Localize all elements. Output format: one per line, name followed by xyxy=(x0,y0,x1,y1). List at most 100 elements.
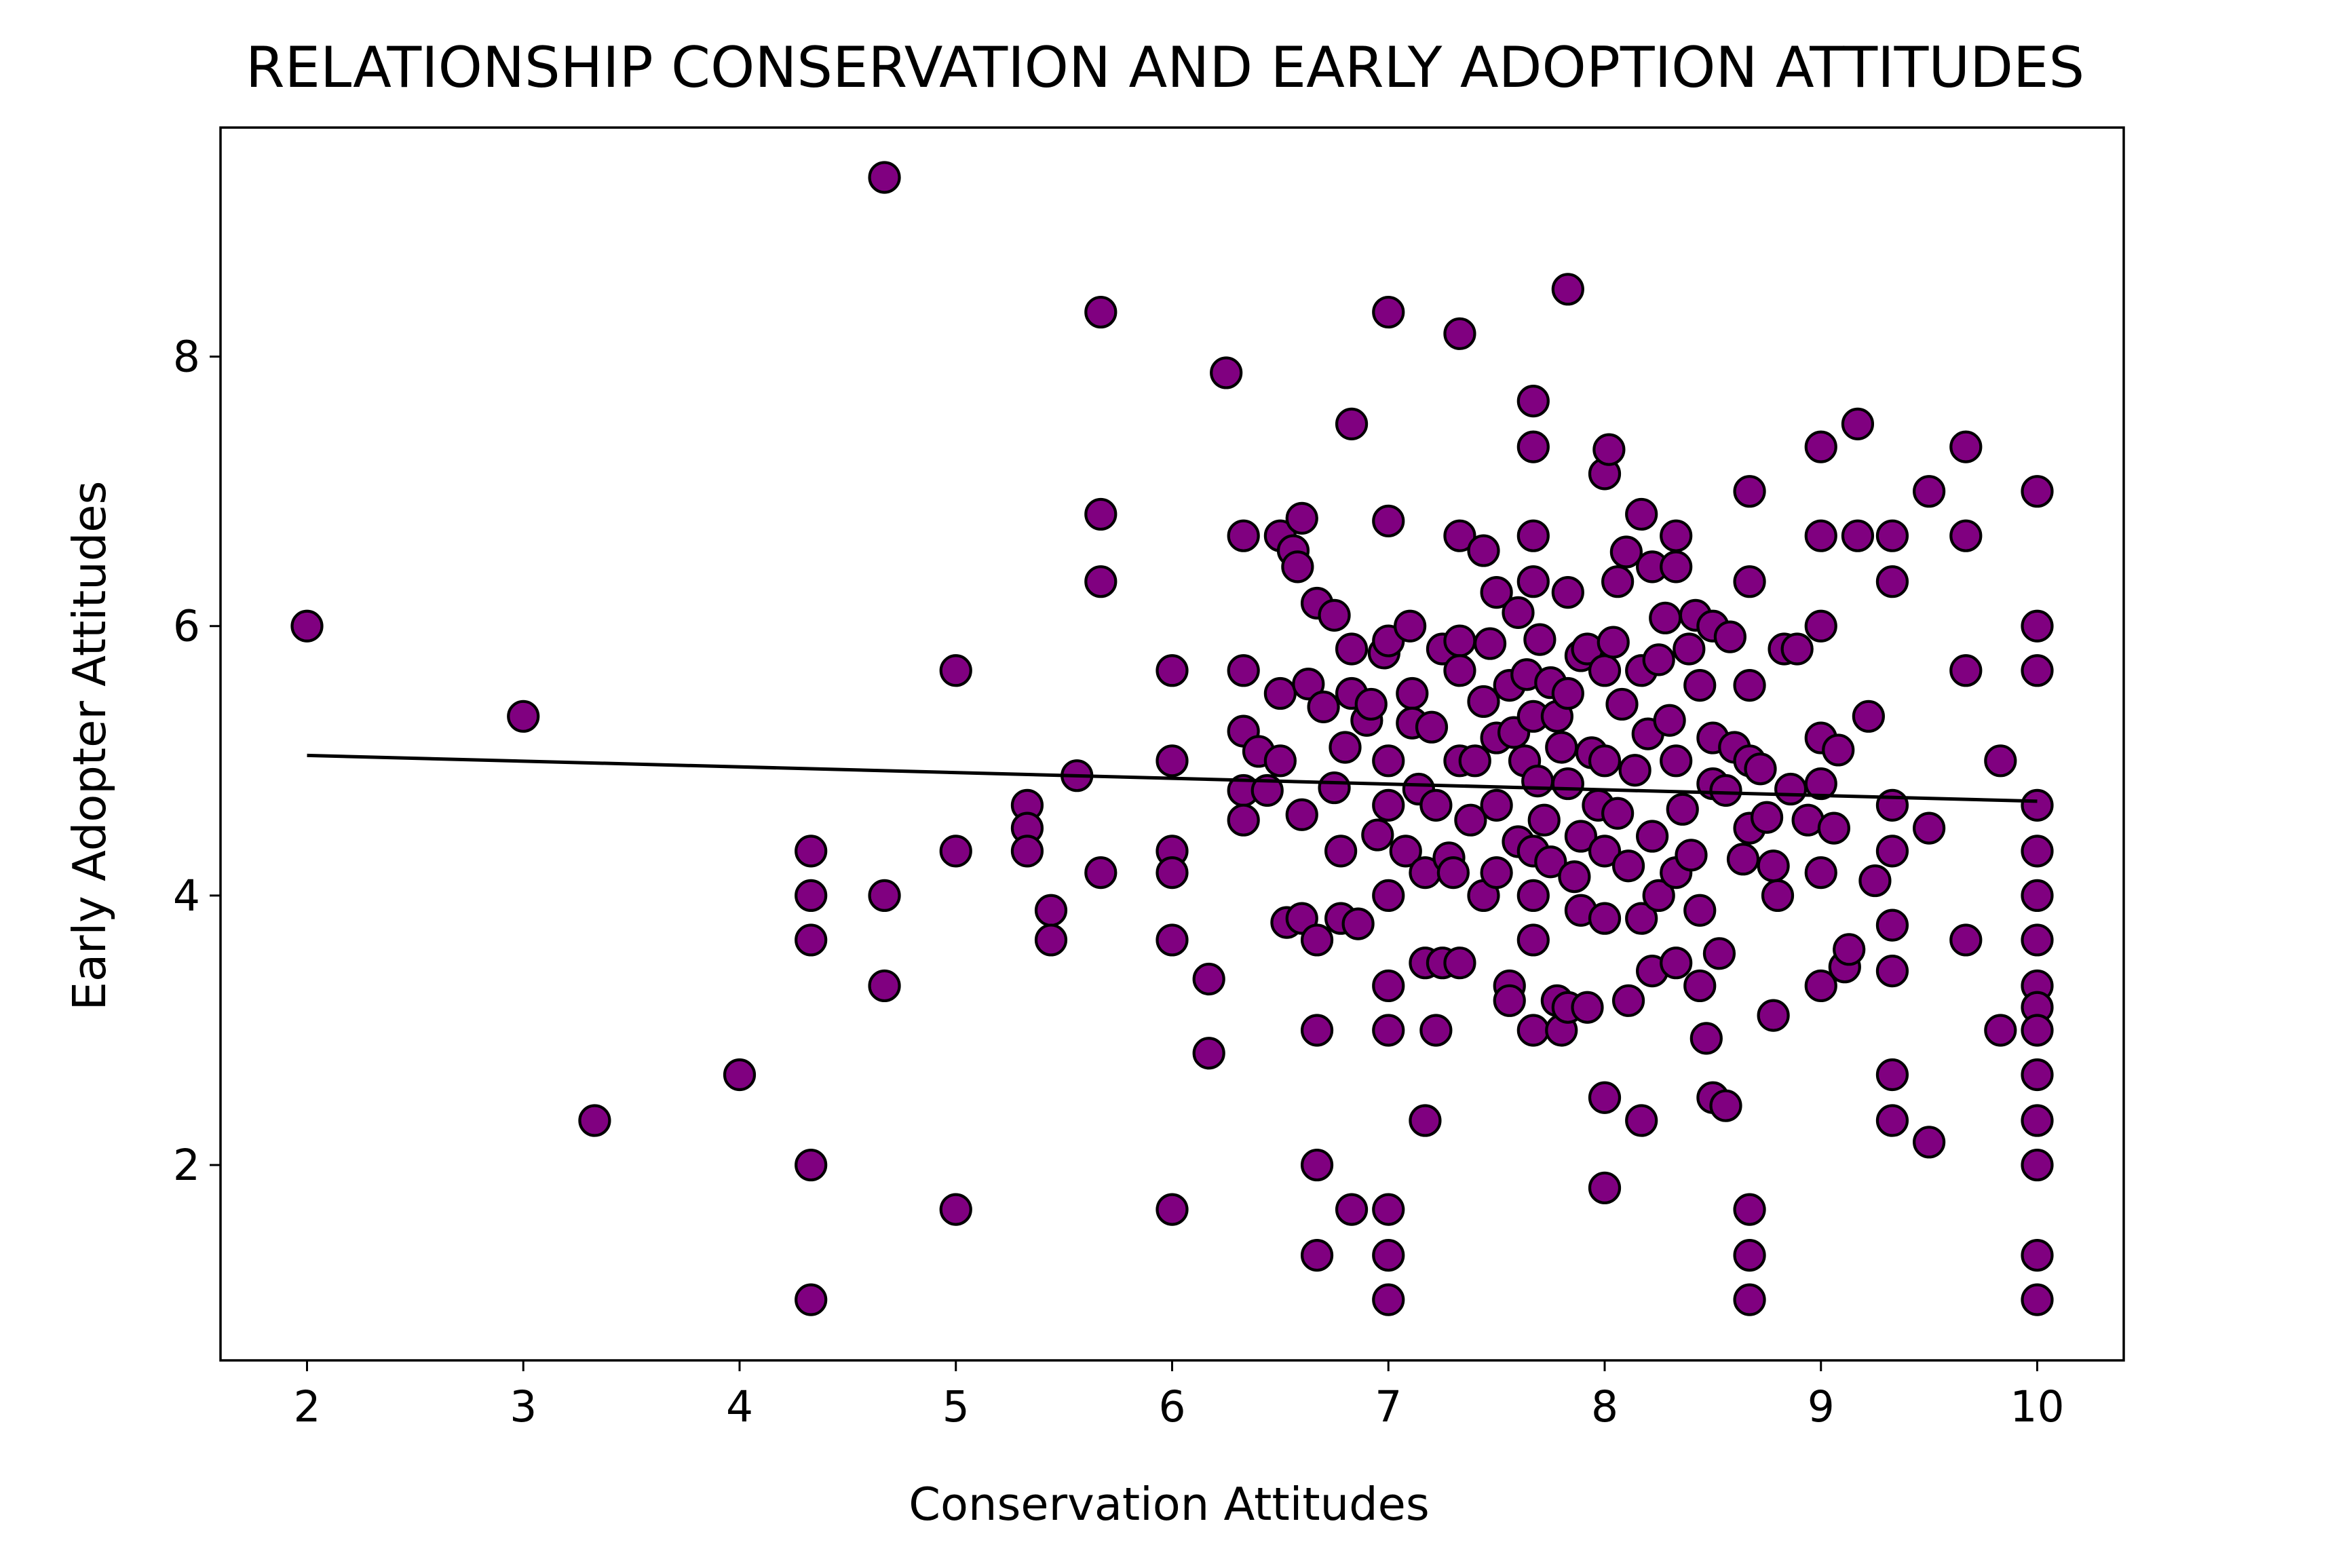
data-point xyxy=(2021,1014,2054,1047)
data-point xyxy=(1534,845,1567,879)
data-point xyxy=(1324,835,1358,868)
data-point xyxy=(1673,632,1706,666)
y-tick-label: 2 xyxy=(173,1141,200,1190)
data-point xyxy=(1601,797,1635,830)
data-point xyxy=(2021,1104,2054,1137)
data-point xyxy=(1757,849,1790,883)
data-point xyxy=(1443,946,1476,980)
data-point xyxy=(1683,969,1717,1003)
data-point xyxy=(1443,519,1476,552)
data-point xyxy=(1551,767,1584,801)
data-point xyxy=(1949,923,1983,957)
data-point xyxy=(290,609,324,643)
data-point xyxy=(1454,803,1487,837)
data-point xyxy=(1329,731,1362,764)
data-point xyxy=(1394,609,1427,643)
data-point xyxy=(1285,798,1318,831)
data-point xyxy=(1415,710,1449,744)
data-point xyxy=(1841,519,1875,552)
x-axis-label: Conservation Attitudes xyxy=(909,1478,1429,1531)
y-axis-ticks: 2 4 6 8 xyxy=(173,332,221,1190)
data-point xyxy=(939,654,972,687)
data-point xyxy=(1611,984,1645,1017)
data-point xyxy=(1516,879,1550,913)
plot-area: 2 3 4 5 6 7 8 9 10 2 4 6 8 xyxy=(173,126,2125,1432)
data-point xyxy=(1480,575,1513,609)
data-point xyxy=(1875,788,1909,822)
data-point xyxy=(1709,773,1742,807)
data-point xyxy=(1419,788,1453,822)
data-point xyxy=(1660,519,1693,552)
data-point xyxy=(2021,879,2054,913)
data-point xyxy=(1913,811,1946,845)
data-point xyxy=(507,700,540,733)
data-point xyxy=(1660,744,1693,778)
data-point xyxy=(1733,1283,1766,1316)
data-point xyxy=(1263,744,1297,778)
data-point xyxy=(1588,654,1622,687)
data-point xyxy=(1875,909,1909,942)
data-point xyxy=(1443,317,1476,350)
data-point xyxy=(1527,803,1561,837)
data-point xyxy=(1473,627,1507,660)
x-tick-label: 10 xyxy=(2010,1382,2064,1432)
data-point xyxy=(1726,843,1760,876)
data-point xyxy=(1493,984,1526,1017)
data-point xyxy=(1372,879,1405,913)
data-point xyxy=(1458,744,1491,778)
data-point xyxy=(1156,744,1189,778)
x-tick-label: 7 xyxy=(1375,1382,1402,1432)
data-point xyxy=(1084,497,1118,531)
data-point xyxy=(795,1283,828,1316)
data-point xyxy=(1372,788,1405,822)
data-point xyxy=(1480,788,1513,822)
data-point xyxy=(1642,643,1675,676)
data-point xyxy=(1516,385,1550,418)
data-point xyxy=(1653,704,1686,737)
data-point xyxy=(1227,654,1260,687)
data-point xyxy=(1443,654,1476,687)
data-point xyxy=(1949,654,1983,687)
data-point xyxy=(2021,609,2054,643)
data-point xyxy=(1409,1104,1442,1137)
data-point xyxy=(1875,519,1909,552)
data-point xyxy=(1709,1089,1742,1122)
data-point xyxy=(1250,773,1284,807)
data-point xyxy=(1564,820,1598,853)
x-tick-label: 2 xyxy=(293,1382,320,1432)
data-point xyxy=(1913,1126,1946,1159)
data-point xyxy=(723,1058,757,1092)
data-point xyxy=(1372,1193,1405,1226)
data-point xyxy=(2021,1058,2054,1092)
data-point xyxy=(1588,1171,1622,1204)
data-point xyxy=(1389,835,1422,868)
data-point xyxy=(1804,519,1837,552)
y-tick-label: 8 xyxy=(173,332,200,382)
y-axis-label: Early Adopter Attitudes xyxy=(63,481,116,1011)
data-point xyxy=(1361,818,1394,852)
data-point xyxy=(1502,596,1535,629)
data-point xyxy=(1419,1014,1453,1047)
data-point xyxy=(1833,933,1866,966)
data-point xyxy=(2021,475,2054,508)
data-point xyxy=(1516,430,1550,463)
data-point xyxy=(1300,1239,1334,1272)
data-point xyxy=(1516,519,1550,552)
data-point xyxy=(1551,676,1584,710)
data-point xyxy=(1354,687,1388,721)
data-point xyxy=(2021,1239,2054,1272)
data-point xyxy=(1156,923,1189,957)
data-point xyxy=(1588,902,1622,935)
data-point xyxy=(1263,676,1297,710)
data-point xyxy=(1300,923,1334,957)
data-point xyxy=(1683,894,1717,927)
data-point xyxy=(1318,771,1351,805)
data-point xyxy=(1609,535,1643,569)
data-point xyxy=(1588,744,1622,778)
data-point xyxy=(868,969,901,1003)
data-point xyxy=(2021,788,2054,822)
data-point xyxy=(1034,923,1068,957)
data-point xyxy=(1875,955,1909,988)
data-point xyxy=(1285,501,1318,535)
